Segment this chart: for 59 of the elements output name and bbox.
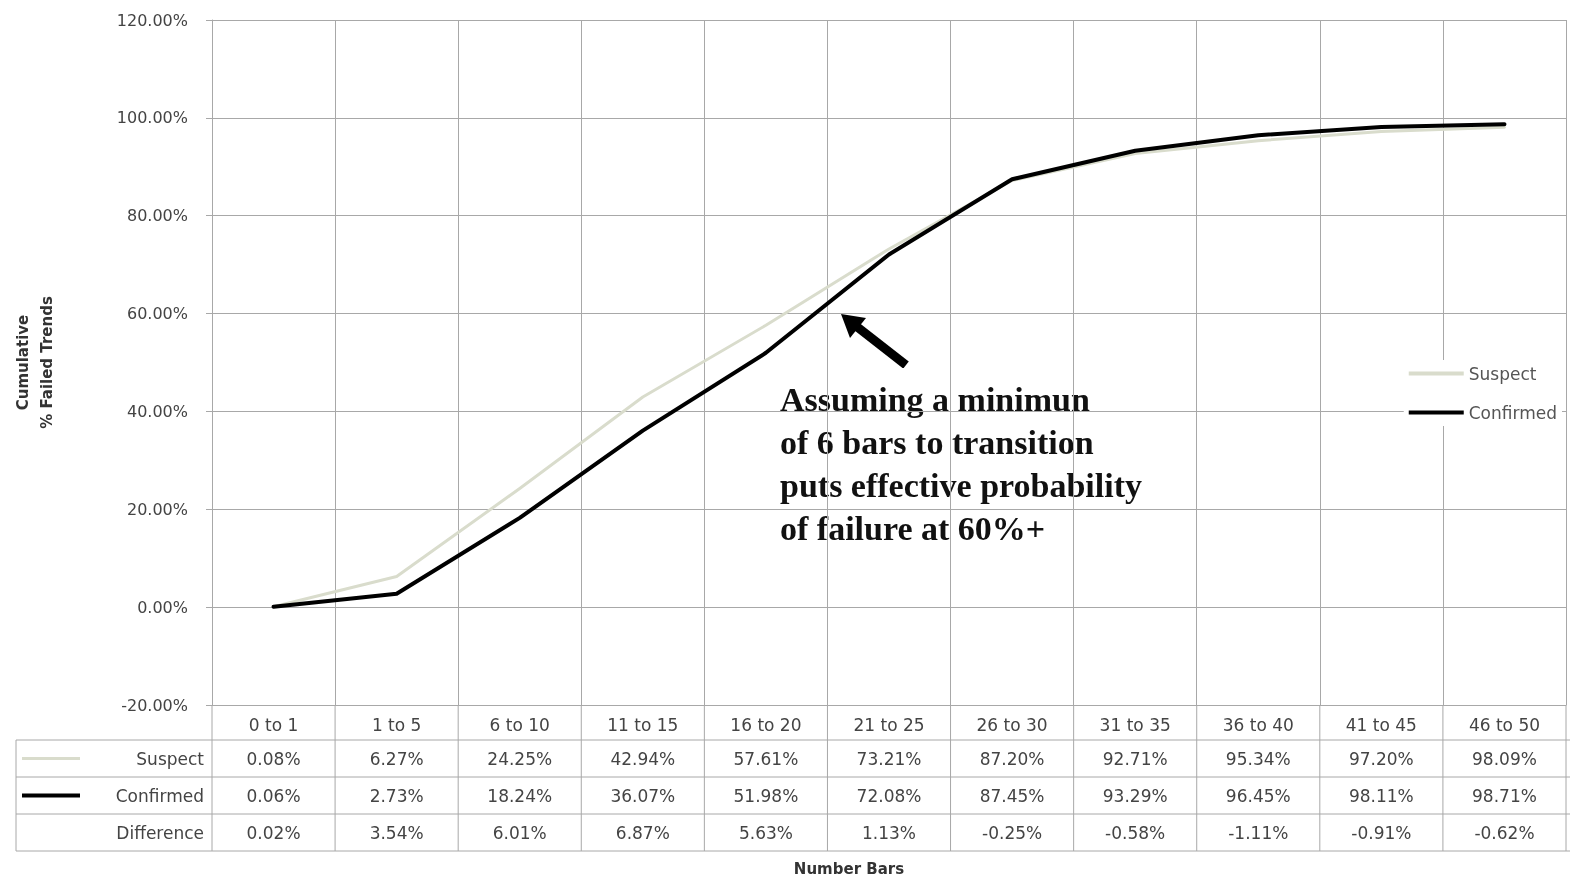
text: Suspect xyxy=(136,748,204,769)
data-label: 73.21% xyxy=(856,748,922,769)
x-tick-label: 11 to 15 xyxy=(607,714,679,735)
x-tick-label: 0 to 1 xyxy=(248,714,299,735)
y-tick-label: 20.00% xyxy=(126,499,188,519)
y-tick-label: -20.00% xyxy=(121,695,188,715)
x-tick-label: 36 to 40 xyxy=(1222,714,1294,735)
y-tick-label: 100.00% xyxy=(116,108,188,128)
data-label: 98.09% xyxy=(1472,748,1537,769)
x-tick-label: 6 to 10 xyxy=(489,714,550,735)
text: -0.25% xyxy=(982,822,1043,843)
legend-label: Suspect xyxy=(1468,363,1537,384)
y-tick-label: 60.00% xyxy=(126,304,188,324)
data-label: 6.27% xyxy=(369,748,424,769)
data-label: 93.29% xyxy=(1102,785,1168,806)
text: -0.91% xyxy=(1351,822,1412,843)
y-tick-label: 0.00% xyxy=(137,597,188,617)
data-label: 0.06% xyxy=(246,785,301,806)
data-label: 51.98% xyxy=(733,785,799,806)
text: 0.02% xyxy=(246,822,301,843)
data-label: 96.45% xyxy=(1225,785,1291,806)
data-label: 98.11% xyxy=(1348,785,1414,806)
x-tick-label: 41 to 45 xyxy=(1345,714,1417,735)
text: 3.54% xyxy=(369,822,424,843)
text: -0.62% xyxy=(1474,822,1535,843)
y-tick-label: 120.00% xyxy=(116,10,188,30)
x-tick-label: 16 to 20 xyxy=(730,714,802,735)
text: Difference xyxy=(116,822,204,843)
text: 1.13% xyxy=(861,822,917,843)
text: -1.11% xyxy=(1228,822,1289,843)
data-label: 87.45% xyxy=(979,785,1045,806)
x-tick-label: 1 to 5 xyxy=(371,714,422,735)
data-label: 72.08% xyxy=(856,785,922,806)
text: 5.63% xyxy=(738,822,793,843)
text: Number Bars xyxy=(793,860,905,878)
data-label: 2.73% xyxy=(369,785,424,806)
y-axis-title: Cumulative % Failed Trends xyxy=(14,296,56,429)
x-tick-label: 21 to 25 xyxy=(853,714,925,735)
data-label: 24.25% xyxy=(487,748,553,769)
text: 6.01% xyxy=(492,822,547,843)
data-label: 92.71% xyxy=(1102,748,1168,769)
data-label: 36.07% xyxy=(610,785,676,806)
x-tick-label: 31 to 35 xyxy=(1099,714,1171,735)
data-label: 0.08% xyxy=(246,748,301,769)
y-tick-label: 40.00% xyxy=(126,401,188,421)
legend-label: Confirmed xyxy=(1468,402,1558,423)
data-label: 18.24% xyxy=(487,785,553,806)
y-tick-label: 80.00% xyxy=(126,206,188,226)
x-tick-label: 26 to 30 xyxy=(976,714,1048,735)
text: -0.58% xyxy=(1105,822,1166,843)
data-label: 95.34% xyxy=(1225,748,1291,769)
data-label: 57.61% xyxy=(733,748,799,769)
data-label: 87.20% xyxy=(979,748,1045,769)
data-label: 98.71% xyxy=(1472,785,1537,806)
text: Confirmed xyxy=(115,785,204,806)
data-label: 97.20% xyxy=(1348,748,1414,769)
text: 6.87% xyxy=(615,822,670,843)
x-tick-label: 46 to 50 xyxy=(1468,714,1541,735)
data-label: 42.94% xyxy=(610,748,676,769)
